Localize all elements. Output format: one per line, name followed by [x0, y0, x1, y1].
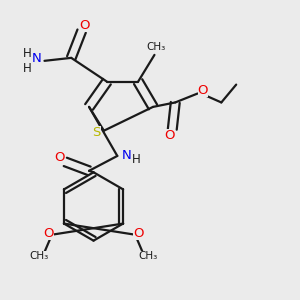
Text: O: O [164, 129, 175, 142]
Text: O: O [55, 151, 65, 164]
Text: O: O [198, 84, 208, 97]
Text: CH₃: CH₃ [30, 250, 49, 260]
Text: CH₃: CH₃ [146, 43, 166, 52]
Text: N: N [121, 149, 131, 162]
Text: S: S [92, 126, 101, 139]
Text: H: H [23, 47, 32, 60]
Text: O: O [80, 19, 90, 32]
Text: N: N [32, 52, 42, 65]
Text: O: O [43, 227, 54, 240]
Text: H: H [23, 62, 32, 75]
Text: H: H [132, 153, 141, 166]
Text: CH₃: CH₃ [138, 250, 157, 260]
Text: O: O [134, 227, 144, 240]
